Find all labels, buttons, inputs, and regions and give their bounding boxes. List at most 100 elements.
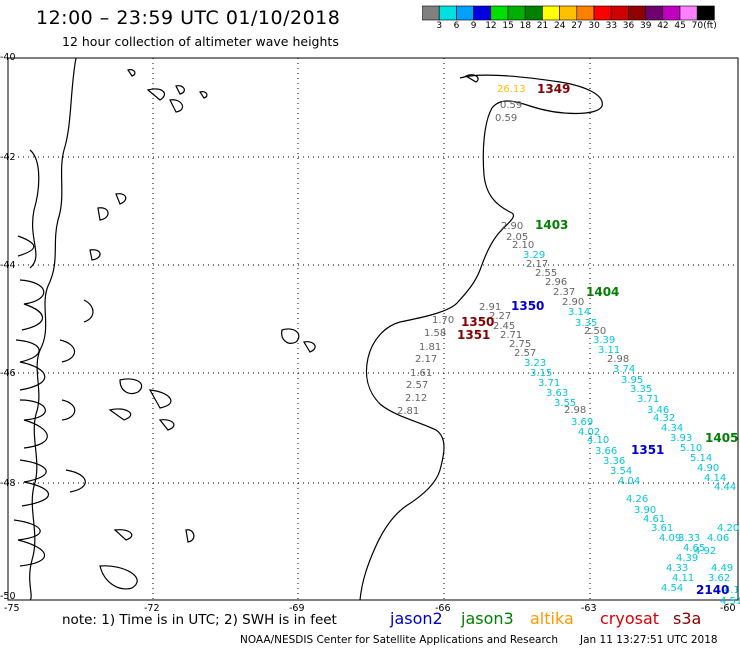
lon-label: -63 <box>581 603 597 614</box>
wave-height-label: 2.50 <box>584 326 606 337</box>
pass-time-label: 1350 <box>461 315 494 329</box>
wave-height-label: 3.61 <box>651 523 673 534</box>
wave-height-label: 3.23 <box>524 358 546 369</box>
colorbar-tick-label: 9 <box>470 21 477 31</box>
lon-label: -72 <box>144 603 160 614</box>
pass-time-label: 1350 <box>511 299 544 313</box>
wave-height-label: 3.15 <box>530 368 552 379</box>
colorbar-tick-label: 15 <box>502 21 514 31</box>
lon-labels: -75 -72 -69 -66 -63 -60 <box>4 603 736 614</box>
wave-height-label: 4.14 <box>704 473 726 484</box>
wave-height-label: 5.10 <box>680 443 702 454</box>
pass-time-label: 1403 <box>535 218 568 232</box>
map-grid <box>8 58 738 600</box>
pass-time-label: 1351 <box>631 443 664 457</box>
wave-height-label: 4.02 <box>578 427 600 438</box>
lon-label: -69 <box>289 603 305 614</box>
pass-time-label: 2140 <box>696 583 729 597</box>
colorbar-tick-label: 33 <box>605 21 618 31</box>
wave-height-label: 2.45 <box>493 321 515 332</box>
map-frame <box>7 57 739 601</box>
wave-height-label: 2.96 <box>545 277 567 288</box>
wave-height-label: 4.11 <box>672 573 694 584</box>
footer-timestamp: Jan 11 13:27:51 UTC 2018 <box>580 634 718 646</box>
wave-height-label: 3.29 <box>523 250 545 261</box>
wave-height-label: 3.54 <box>610 466 632 477</box>
wave-height-label: 3.35 <box>630 384 652 395</box>
page-title: 12:00 – 23:59 UTC 01/10/2018 <box>36 7 341 29</box>
legend-item-altika: altika <box>530 609 574 628</box>
footer-credit: NOAA/NESDIS Center for Satellite Applica… <box>240 634 558 646</box>
lat-label: -48 <box>0 478 16 489</box>
colorbar-swatch <box>696 5 715 21</box>
wave-height-label: 2.57 <box>406 380 428 391</box>
colorbar-tick-label: 21 <box>536 21 549 31</box>
pass-time-label: 1351 <box>457 328 490 342</box>
colorbar-tick-label: 42 <box>657 21 669 31</box>
wave-height-label: 0.59 <box>500 100 522 111</box>
wave-height-label: 2.98 <box>607 354 629 365</box>
wave-height-label: 2.98 <box>564 405 586 416</box>
colorbar-tick-label: 18 <box>519 21 532 31</box>
wave-height-label: 3.39 <box>593 335 615 346</box>
wave-height-label: 4.92 <box>694 546 716 557</box>
wave-height-label: 4.04 <box>618 476 640 487</box>
wave-height-label: 3.36 <box>603 456 625 467</box>
legend-item-s3a: s3a <box>673 609 702 628</box>
wave-height-label: 2.27 <box>489 311 511 322</box>
wave-height-label: 3.95 <box>621 375 643 386</box>
wave-height-label: 2.55 <box>535 268 557 279</box>
lat-labels: -40 -42 -44 -46 -48 -50 <box>0 52 16 602</box>
lon-label: -75 <box>4 603 20 614</box>
lon-label: -60 <box>720 603 736 614</box>
wave-height-label: 2.17 <box>526 259 548 270</box>
colorbar-tick-label: 36 <box>622 21 635 31</box>
wave-height-label: 1.58 <box>424 328 446 339</box>
wave-height-label: 4.34 <box>661 423 683 434</box>
colorbar-tick-label: 24 <box>554 21 566 31</box>
wave-height-label: 4.26 <box>626 494 648 505</box>
wave-height-label: 26.13 <box>497 84 526 95</box>
wave-height-label: 3.35 <box>575 318 597 329</box>
wave-height-label: 4.32 <box>653 413 675 424</box>
wave-height-label: 2.05 <box>506 232 528 243</box>
wave-height-label: 3.71 <box>637 394 659 405</box>
wave-height-label: 3.90 <box>634 505 656 516</box>
wave-height-label: 2.90 <box>562 297 584 308</box>
wave-height-label: 2.71 <box>500 330 522 341</box>
legend-item-jason3: jason3 <box>461 609 514 628</box>
lon-label: -66 <box>435 603 451 614</box>
legend-item-cryosat: cryosat <box>600 609 660 628</box>
wave-height-label: 2.17 <box>415 354 437 365</box>
wave-height-label: 1.61 <box>410 368 432 379</box>
wave-height-label: 2.75 <box>509 339 531 350</box>
wave-height-label: 4.10 <box>587 435 609 446</box>
wave-height-labels: 0.590.592.902.052.102.172.552.962.372.90… <box>397 84 740 607</box>
colorbar-tick-label: 6 <box>453 21 460 31</box>
colorbar-swatches <box>422 5 715 21</box>
colorbar-tick-label: 70 <box>691 21 704 31</box>
wave-height-label: 3.74 <box>613 364 635 375</box>
wave-height-label: 2.10 <box>512 240 534 251</box>
wave-height-label: 4.65 <box>683 543 705 554</box>
colorbar-unit: (ft) <box>703 21 717 31</box>
wave-height-label: 4.61 <box>643 514 665 525</box>
lat-label: -40 <box>0 52 16 63</box>
wave-height-label: 4.06 <box>707 533 729 544</box>
wave-height-label: 4.54 <box>661 583 683 594</box>
pass-time-label: 1404 <box>586 285 619 299</box>
wave-height-label: 4.49 <box>711 563 733 574</box>
wave-height-label: 3.63 <box>546 388 568 399</box>
wave-height-label: 3.46 <box>647 405 669 416</box>
wave-height-label: 2.37 <box>553 287 575 298</box>
wave-height-label: 0.59 <box>495 113 517 124</box>
wave-height-label: 2.91 <box>479 302 501 313</box>
wave-height-label: 3.14 <box>568 307 590 318</box>
lat-label: -42 <box>0 152 16 163</box>
wave-height-label: 4.44 <box>714 482 736 493</box>
wave-height-label: 2.57 <box>514 348 536 359</box>
legend-item-jason2: jason2 <box>390 609 443 628</box>
wave-height-label: 4.51 <box>720 596 740 607</box>
lat-label: -44 <box>0 260 16 271</box>
